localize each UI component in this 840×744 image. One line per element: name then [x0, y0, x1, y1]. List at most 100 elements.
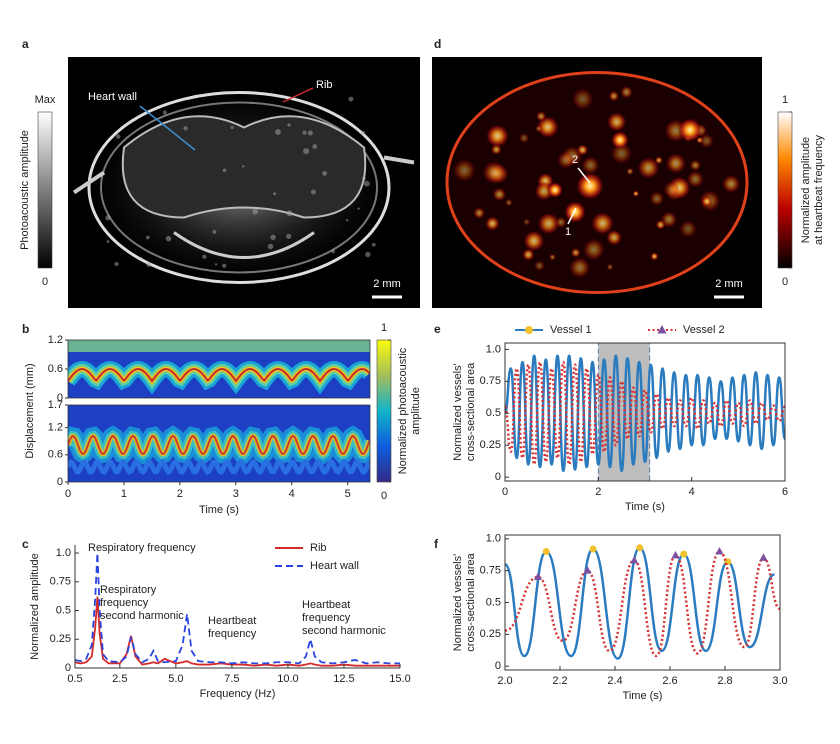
colorbar-tick-label: Max: [35, 94, 56, 106]
image-content: [445, 71, 749, 294]
tissue: [173, 231, 315, 259]
y-tick-label: 1.0: [56, 547, 71, 559]
vessel: [522, 248, 535, 261]
vessel: [533, 260, 545, 272]
annotation: frequency: [208, 628, 257, 640]
speckle: [286, 210, 293, 217]
x-axis-title: Time (s): [625, 501, 665, 513]
speckle: [214, 263, 218, 266]
vessel: [571, 87, 595, 111]
vessel: [650, 252, 659, 261]
colorbar-tick-label: 0: [782, 276, 788, 288]
speckle: [361, 130, 366, 135]
colorbar: [376, 339, 392, 483]
vessel: [606, 111, 627, 132]
annotation: second harmonic: [100, 610, 184, 622]
y-tick-label: 0.6: [48, 363, 63, 375]
speckle: [114, 261, 119, 267]
vessel: [689, 159, 702, 172]
colorbar-title: Normalized photoacoustic: [397, 347, 409, 474]
x-tick-label: 2.5: [112, 673, 127, 685]
vessel: [535, 125, 543, 133]
panel-label: f: [434, 537, 439, 551]
speckle: [357, 207, 360, 210]
speckle: [303, 148, 310, 155]
x-tick-label: 0: [65, 488, 71, 500]
x-tick-label: 2: [177, 488, 183, 500]
annotation: Rib: [316, 79, 333, 91]
vessel: [721, 174, 741, 194]
annotation: Respiratory: [100, 584, 157, 596]
vessel: [637, 156, 660, 180]
vessel: [611, 131, 629, 149]
vessel: [654, 156, 663, 165]
y-tick-label: 0: [495, 471, 501, 483]
x-tick-label: 0.5: [67, 673, 82, 685]
peak-marker: [542, 548, 550, 556]
x-tick-label: 0: [502, 486, 508, 498]
peak-marker: [589, 545, 597, 553]
speckle: [183, 126, 188, 131]
y-tick-label: 0: [65, 662, 71, 674]
speckle: [222, 263, 227, 268]
heatmap-frame: [67, 404, 371, 483]
peak-marker: [680, 550, 688, 558]
plot-frame: [504, 342, 786, 482]
x-tick-label: 10.0: [277, 673, 298, 685]
panel-label: c: [22, 537, 29, 551]
panel-label: d: [434, 37, 441, 51]
peak-marker: [715, 547, 724, 555]
legend-marker: [525, 326, 533, 334]
x-tick-label: 6: [782, 486, 788, 498]
tissue: [72, 155, 415, 195]
vessel: [482, 160, 507, 185]
y-tick-label: 0: [495, 660, 501, 672]
speckle: [363, 180, 370, 187]
y-tick-label: 0: [57, 476, 63, 488]
series-line: [503, 360, 786, 466]
colorbar-tick-label: 1: [381, 322, 387, 334]
series-line: [504, 550, 781, 658]
colorbar-title: Photoacoustic amplitude: [19, 130, 31, 250]
legend-label: Rib: [310, 542, 327, 554]
vessel: [548, 253, 556, 261]
vessel: [547, 182, 563, 198]
x-tick-label: 4: [289, 488, 295, 500]
speckle: [115, 134, 121, 139]
vessel: [570, 247, 581, 258]
x-tick-label: 4: [689, 486, 695, 498]
speckle: [322, 171, 328, 176]
vessel: [606, 229, 623, 246]
speckle: [365, 251, 371, 258]
vessel: [665, 153, 687, 174]
x-tick-label: 2.4: [607, 675, 622, 687]
speckle: [362, 176, 366, 181]
series-line: [74, 553, 400, 665]
band: [68, 458, 370, 476]
y-axis-title: Normalized amplitude: [29, 553, 41, 659]
annotation-pointer: [577, 167, 591, 184]
annotation: Heartbeat: [208, 615, 256, 627]
series-line: [503, 546, 776, 660]
speckle: [230, 125, 234, 130]
speckle: [212, 229, 217, 234]
speckle: [346, 219, 349, 222]
speckle: [146, 262, 152, 268]
vessel: [485, 124, 510, 148]
vessel: [556, 151, 575, 170]
y-tick-label: 0.6: [48, 449, 63, 461]
peak-marker: [534, 572, 542, 581]
vessel: [620, 85, 633, 99]
speckle: [275, 129, 281, 135]
y-axis-title: Normalized vessels': [452, 554, 464, 651]
peak-marker: [630, 555, 639, 564]
vessel: [581, 155, 600, 175]
legend-label: Heart wall: [310, 560, 359, 572]
band: [68, 367, 370, 383]
panel-label: a: [22, 37, 29, 51]
speckle: [270, 234, 276, 240]
vessel: [590, 211, 615, 235]
x-tick-label: 2.6: [662, 675, 677, 687]
heatmap-content: [68, 340, 370, 395]
